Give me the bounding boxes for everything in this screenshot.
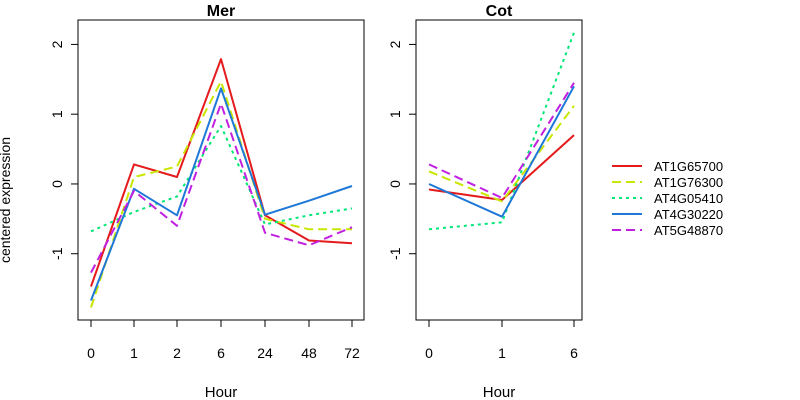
mer-series-at4g30220 (90, 87, 353, 301)
mer-series-at1g76300 (90, 80, 352, 308)
mer-x-tick-label: 6 (217, 345, 225, 361)
mer-y-tick-label: 1 (49, 110, 65, 118)
cot-x-axis-label: Hour (483, 384, 516, 400)
mer-y-tick-label: -1 (49, 247, 65, 260)
mer-title: Mer (207, 3, 235, 20)
legend: AT1G65700AT1G76300AT4G05410AT4G30220AT5G… (612, 159, 723, 238)
cot-series-at4g30220 (428, 85, 575, 218)
cot-y-tick-label: 2 (387, 40, 403, 48)
legend-label-at1g65700: AT1G65700 (654, 159, 723, 174)
cot-y-tick-label: -1 (387, 247, 403, 260)
mer-x-tick-label: 1 (130, 345, 138, 361)
mer-y-tick-label: 0 (49, 180, 65, 188)
mer-y-tick-label: 2 (49, 40, 65, 48)
mer-x-axis-label: Hour (205, 384, 238, 400)
mer-series-at4g05410 (90, 125, 353, 233)
mer-x-tick-label: 24 (257, 345, 273, 361)
cot-y-tick-label: 0 (387, 180, 403, 188)
mer-x-tick-label: 0 (87, 345, 95, 361)
legend-label-at4g30220: AT4G30220 (654, 207, 723, 222)
cot-title: Cot (486, 3, 513, 20)
cot-x-tick-label: 6 (570, 345, 578, 361)
mer-x-tick-label: 72 (344, 345, 360, 361)
cot-x-tick-label: 1 (498, 345, 506, 361)
legend-label-at4g05410: AT4G05410 (654, 191, 723, 206)
legend-label-at5g48870: AT5G48870 (654, 223, 723, 238)
cot-series-at5g48870 (428, 82, 575, 199)
panel-cot: Cot -1 0 1 2 0 1 6 Hour (387, 3, 583, 400)
cot-x-tick-label: 0 (425, 345, 433, 361)
cot-y-tick-label: 1 (387, 110, 403, 118)
mer-series-at5g48870 (90, 102, 353, 274)
legend-label-at1g76300: AT1G76300 (654, 175, 723, 190)
cot-series-at1g76300 (428, 105, 575, 203)
y-axis-label: centered expression (0, 137, 13, 263)
panel-mer: Mer -1 0 1 2 0 1 2 6 24 48 72 Hour (49, 3, 365, 400)
mer-plot-frame (77, 19, 365, 321)
mer-x-tick-label: 2 (173, 345, 181, 361)
mer-x-tick-label: 48 (301, 345, 317, 361)
cot-plot-frame (415, 19, 583, 321)
mer-series-at1g65700 (90, 58, 353, 287)
cot-series-at1g65700 (428, 134, 575, 201)
